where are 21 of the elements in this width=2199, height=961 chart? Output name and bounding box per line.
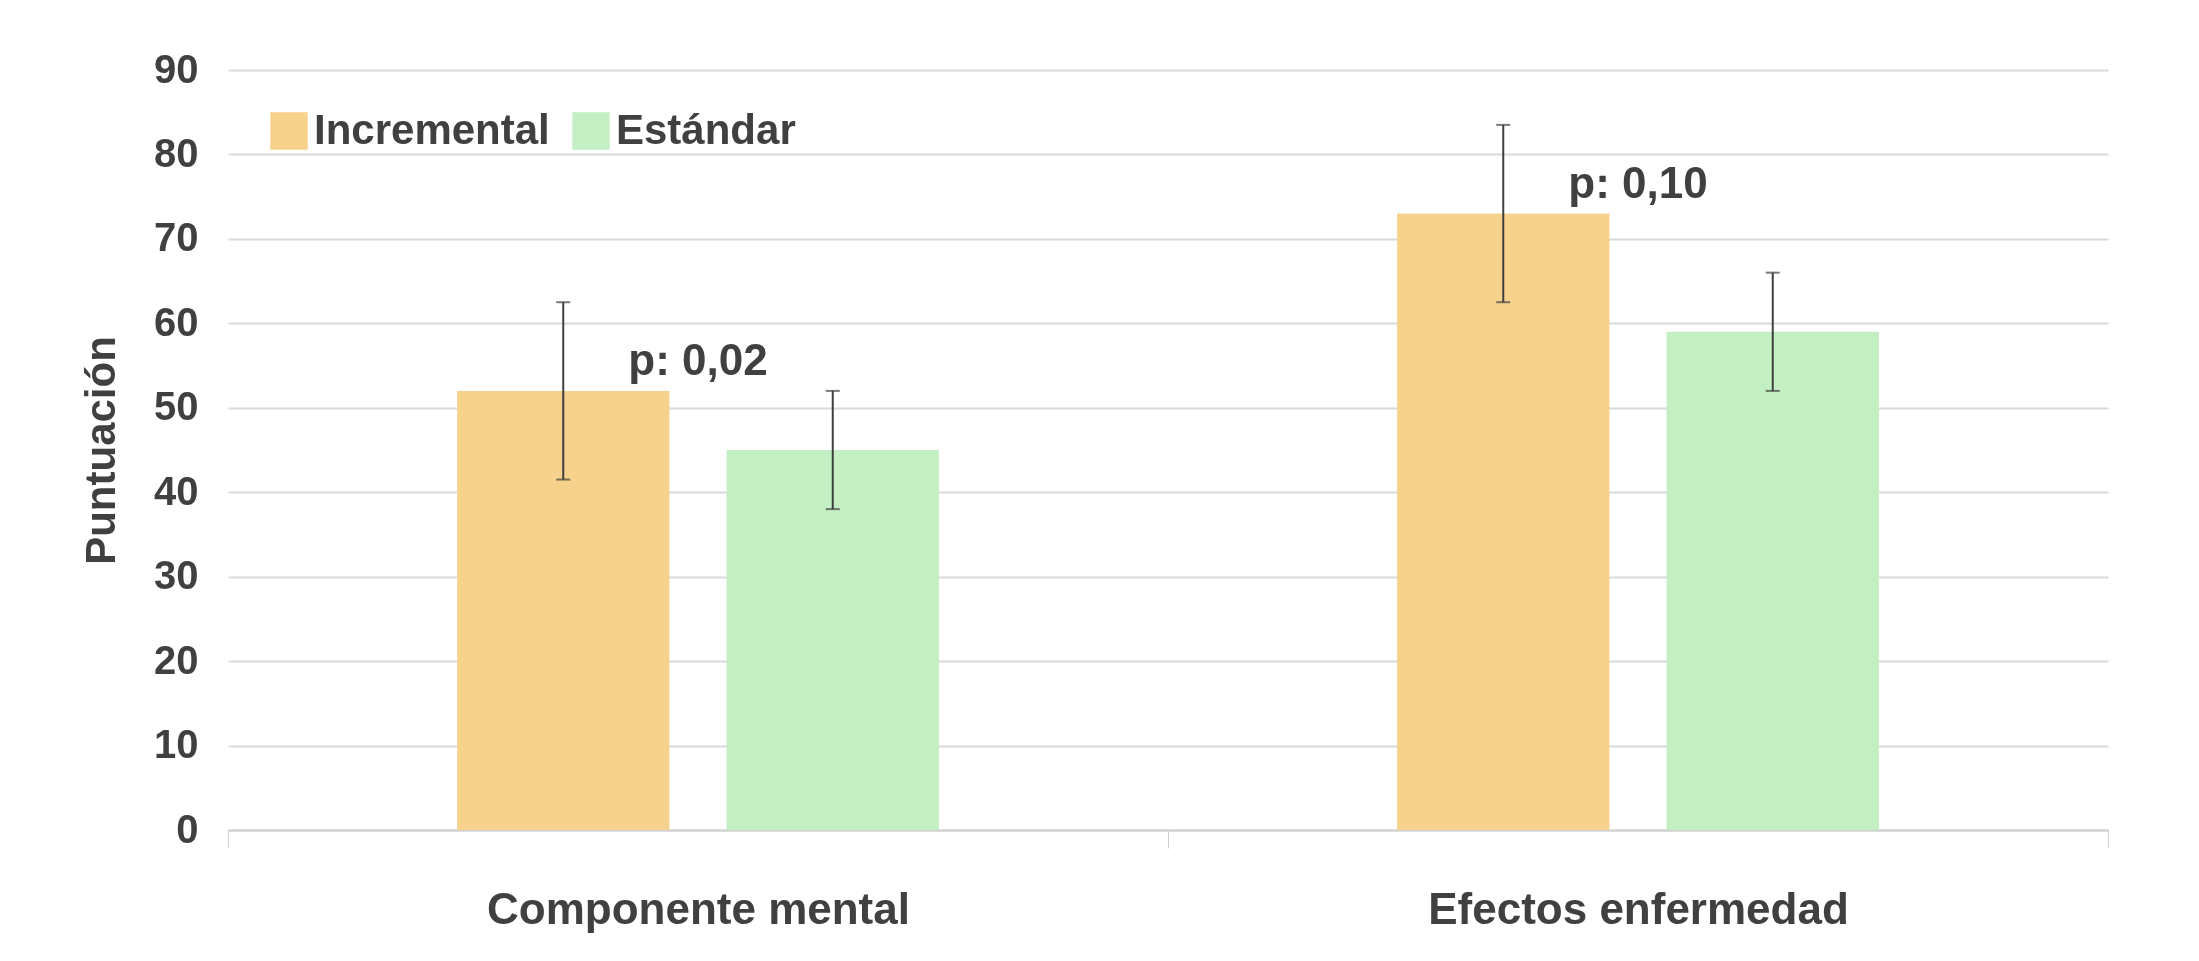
y-axis-title: Puntuación	[77, 336, 125, 565]
annotation: p: 0,02	[628, 335, 768, 385]
bar	[1397, 213, 1610, 830]
y-tick-label: 70	[154, 215, 199, 260]
bar	[1666, 331, 1879, 830]
y-tick-label: 60	[154, 299, 199, 344]
y-tick-label: 90	[154, 46, 199, 91]
y-tick-label: 10	[154, 722, 199, 767]
y-tick-label: 20	[154, 637, 199, 682]
y-tick-label: 40	[154, 468, 199, 513]
annotation: p: 0,10	[1568, 157, 1708, 207]
x-tick-label: Componente mental	[487, 883, 910, 933]
legend-label: Estándar	[616, 106, 796, 153]
legend-label: Incremental	[314, 106, 550, 153]
x-tick-label: Efectos enfermedad	[1428, 883, 1849, 933]
y-tick-label: 30	[154, 553, 199, 598]
y-tick-label: 50	[154, 384, 199, 429]
y-tick-label: 80	[154, 130, 199, 175]
bar	[726, 450, 939, 830]
y-tick-label: 0	[176, 806, 199, 851]
bar	[457, 390, 670, 830]
